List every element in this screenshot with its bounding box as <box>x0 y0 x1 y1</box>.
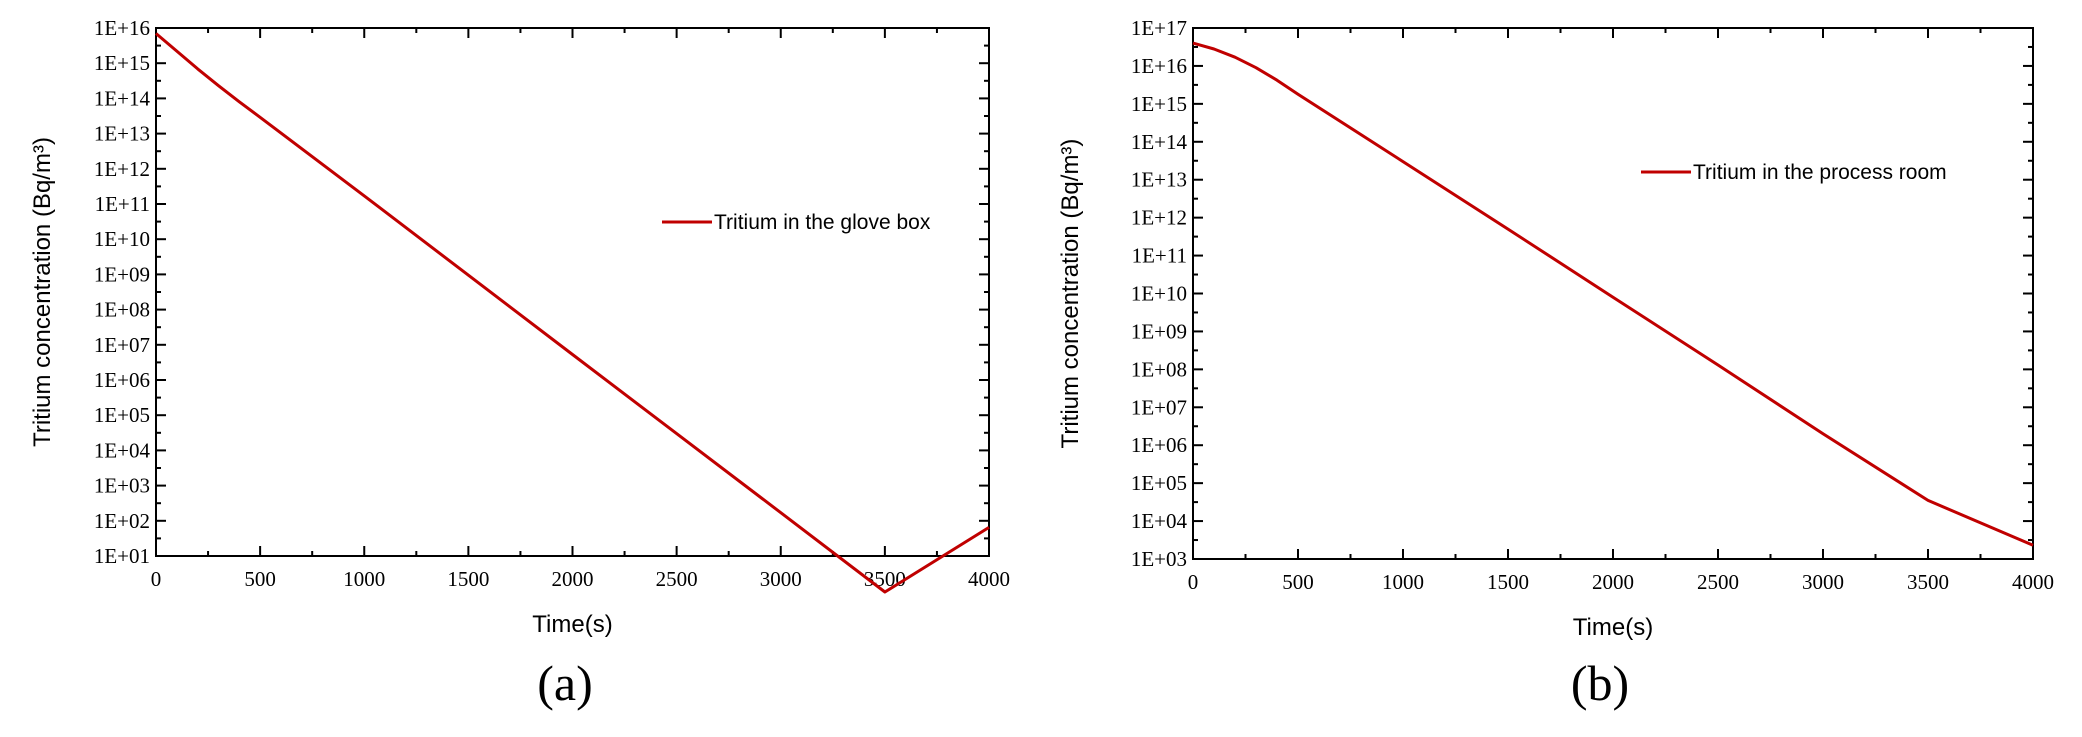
y-tick-label: 1E+08 <box>94 298 150 322</box>
y-tick-label: 1E+03 <box>94 474 150 498</box>
y-tick-label: 1E+07 <box>1131 395 1187 419</box>
x-tick-label: 0 <box>1188 570 1199 594</box>
series-line <box>1192 41 2034 547</box>
y-tick-label: 1E+09 <box>94 262 150 286</box>
x-tick-label: 0 <box>151 567 162 591</box>
legend-label: Tritium in the glove box <box>714 211 931 234</box>
y-tick-label: 1E+11 <box>1132 244 1187 268</box>
x-tick-label: 3500 <box>864 567 906 591</box>
x-tick-label: 500 <box>1282 570 1314 594</box>
y-tick-label: 1E+06 <box>1131 433 1187 457</box>
y-axis-title: Tritium concentration (Bq/m³) <box>29 137 56 447</box>
y-tick-label: 1E+08 <box>1131 357 1187 381</box>
y-tick-label: 1E+12 <box>94 157 150 181</box>
x-axis-title: Time(s) <box>532 611 612 638</box>
y-tick-label: 1E+07 <box>94 333 150 357</box>
x-tick-label: 2500 <box>656 567 698 591</box>
legend-label: Tritium in the process room <box>1693 161 1947 184</box>
y-tick-label: 1E+03 <box>1131 547 1187 571</box>
x-tick-label: 3000 <box>760 567 802 591</box>
x-axis-title: Time(s) <box>1573 614 1653 641</box>
y-axis-title: Tritium concentration (Bq/m³) <box>1057 139 1084 449</box>
y-tick-label: 1E+15 <box>1131 92 1187 116</box>
series-line <box>155 32 990 594</box>
y-tick-label: 1E+04 <box>94 438 151 462</box>
x-tick-label: 1500 <box>447 567 489 591</box>
panel-caption: (b) <box>1571 655 1629 711</box>
y-tick-label: 1E+04 <box>1131 509 1188 533</box>
y-tick-label: 1E+17 <box>1131 16 1187 40</box>
y-tick-label: 1E+14 <box>1131 130 1188 154</box>
y-tick-label: 1E+02 <box>94 509 150 533</box>
y-tick-label: 1E+16 <box>1131 54 1187 78</box>
x-tick-label: 3500 <box>1907 570 1949 594</box>
y-tick-label: 1E+13 <box>1131 168 1187 192</box>
x-tick-label: 2500 <box>1697 570 1739 594</box>
y-tick-label: 1E+05 <box>94 403 150 427</box>
y-tick-label: 1E+12 <box>1131 206 1187 230</box>
y-tick-label: 1E+10 <box>94 227 150 251</box>
y-tick-label: 1E+10 <box>1131 282 1187 306</box>
y-tick-label: 1E+01 <box>94 544 150 568</box>
y-tick-label: 1E+06 <box>94 368 150 392</box>
y-tick-label: 1E+14 <box>94 86 151 110</box>
x-tick-label: 2000 <box>552 567 594 591</box>
y-tick-label: 1E+09 <box>1131 319 1187 343</box>
panel-b: 0 500 1000 1500 2000 2500 3000 3500 4000 1E+03 1E+… <box>1057 16 2054 711</box>
y-tick-label: 1E+11 <box>95 192 150 216</box>
y-tick-label: 1E+15 <box>94 51 150 75</box>
x-tick-label: 4000 <box>968 567 1010 591</box>
x-tick-label: 1000 <box>343 567 385 591</box>
y-tick-label: 1E+16 <box>94 16 150 40</box>
x-tick-label: 500 <box>244 567 276 591</box>
x-tick-label: 3000 <box>1802 570 1844 594</box>
x-tick-label: 4000 <box>2012 570 2054 594</box>
x-tick-label: 1500 <box>1487 570 1529 594</box>
y-tick-label: 1E+13 <box>94 122 150 146</box>
x-tick-label: 2000 <box>1592 570 1634 594</box>
legend: Tritium in the process room <box>1641 161 1947 184</box>
plot-frame <box>155 27 990 557</box>
panel-a: 0 500 1000 1500 2000 2500 3000 3500 4000 1E+01 1E+… <box>29 16 1010 711</box>
x-tick-label: 1000 <box>1382 570 1424 594</box>
legend: Tritium in the glove box <box>662 211 931 234</box>
y-tick-label: 1E+05 <box>1131 471 1187 495</box>
panel-caption: (a) <box>537 655 593 711</box>
